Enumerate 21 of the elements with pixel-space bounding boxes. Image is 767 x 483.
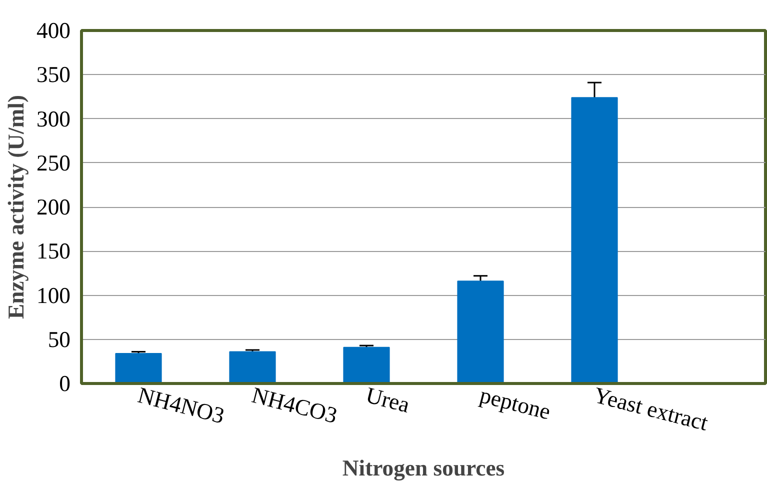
y-tick-label: 100	[36, 282, 70, 308]
y-tick-label: 300	[36, 106, 70, 132]
y-tick-label: 50	[48, 326, 70, 352]
y-tick-label: 350	[36, 62, 70, 88]
bar	[115, 352, 162, 384]
x-tick-label: peptone	[477, 382, 554, 424]
x-axis-title: Nitrogen sources	[342, 456, 505, 481]
y-tick-label: 250	[36, 150, 70, 176]
x-tick-label: NH4CO3	[249, 382, 340, 428]
y-axis-title: Enzyme activity (U/ml)	[4, 94, 29, 319]
bar	[229, 351, 276, 384]
y-tick-label: 150	[36, 238, 70, 264]
x-tick-label: Urea	[363, 382, 412, 418]
bar	[457, 280, 504, 384]
y-tick-label: 0	[59, 371, 70, 396]
y-tick-label: 200	[36, 194, 70, 220]
x-tick-label: Yeast extract	[591, 382, 712, 436]
bar	[571, 97, 618, 384]
x-tick-label: NH4NO3	[135, 382, 227, 428]
bar	[343, 346, 390, 384]
y-tick-label: 400	[36, 18, 70, 43]
